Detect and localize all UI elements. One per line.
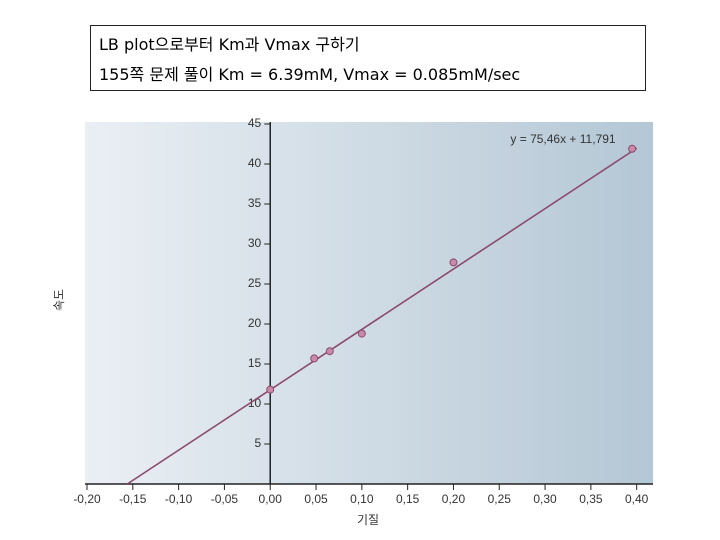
x-tick-label: 0,15 (396, 492, 420, 506)
x-tick-label: 0,35 (579, 492, 603, 506)
x-tick-label: -0,15 (119, 492, 147, 506)
y-tick-label: 30 (248, 236, 262, 250)
x-tick-label: -0,05 (211, 492, 239, 506)
point (325, 347, 334, 356)
point (266, 385, 275, 394)
plot-background (85, 122, 653, 484)
point (628, 144, 637, 153)
y-tick-label: 25 (248, 276, 262, 290)
x-tick-label: 0,05 (304, 492, 328, 506)
y-tick-label: 10 (248, 396, 262, 410)
title-line: LB plot으로부터 Km과 Vmax 구하기 (99, 35, 360, 54)
point (357, 329, 366, 338)
y-tick-label: 15 (248, 356, 262, 370)
point (310, 354, 319, 363)
x-tick-label: 0,30 (533, 492, 557, 506)
x-tick-label: 0,20 (442, 492, 466, 506)
y-tick-label: 20 (248, 316, 262, 330)
x-tick-label: 0,10 (350, 492, 374, 506)
title-line: 155쪽 문제 풀이 Km = 6.39mM, Vmax = 0.085mM/s… (99, 65, 521, 84)
x-tick-label: -0,10 (165, 492, 193, 506)
x-tick-label: 0,00 (259, 492, 283, 506)
trendline (126, 147, 638, 485)
x-tick-label: -0,20 (73, 492, 101, 506)
x-axis-label: 기질 (357, 513, 379, 527)
x-tick-label: 0,40 (625, 492, 649, 506)
y-axis-label: 속도 (52, 289, 66, 311)
title-box: LB plot으로부터 Km과 Vmax 구하기 155쪽 문제 풀이 Km =… (90, 25, 646, 91)
y-tick-label: 40 (248, 156, 262, 170)
equation: y = 75,46x + 11,791 (510, 132, 616, 146)
y-tick-label: 35 (248, 196, 262, 210)
x-tick-label: 0,25 (488, 492, 512, 506)
y-tick-label: 5 (255, 436, 262, 450)
point (449, 258, 458, 267)
y-tick-label: 45 (248, 116, 262, 130)
